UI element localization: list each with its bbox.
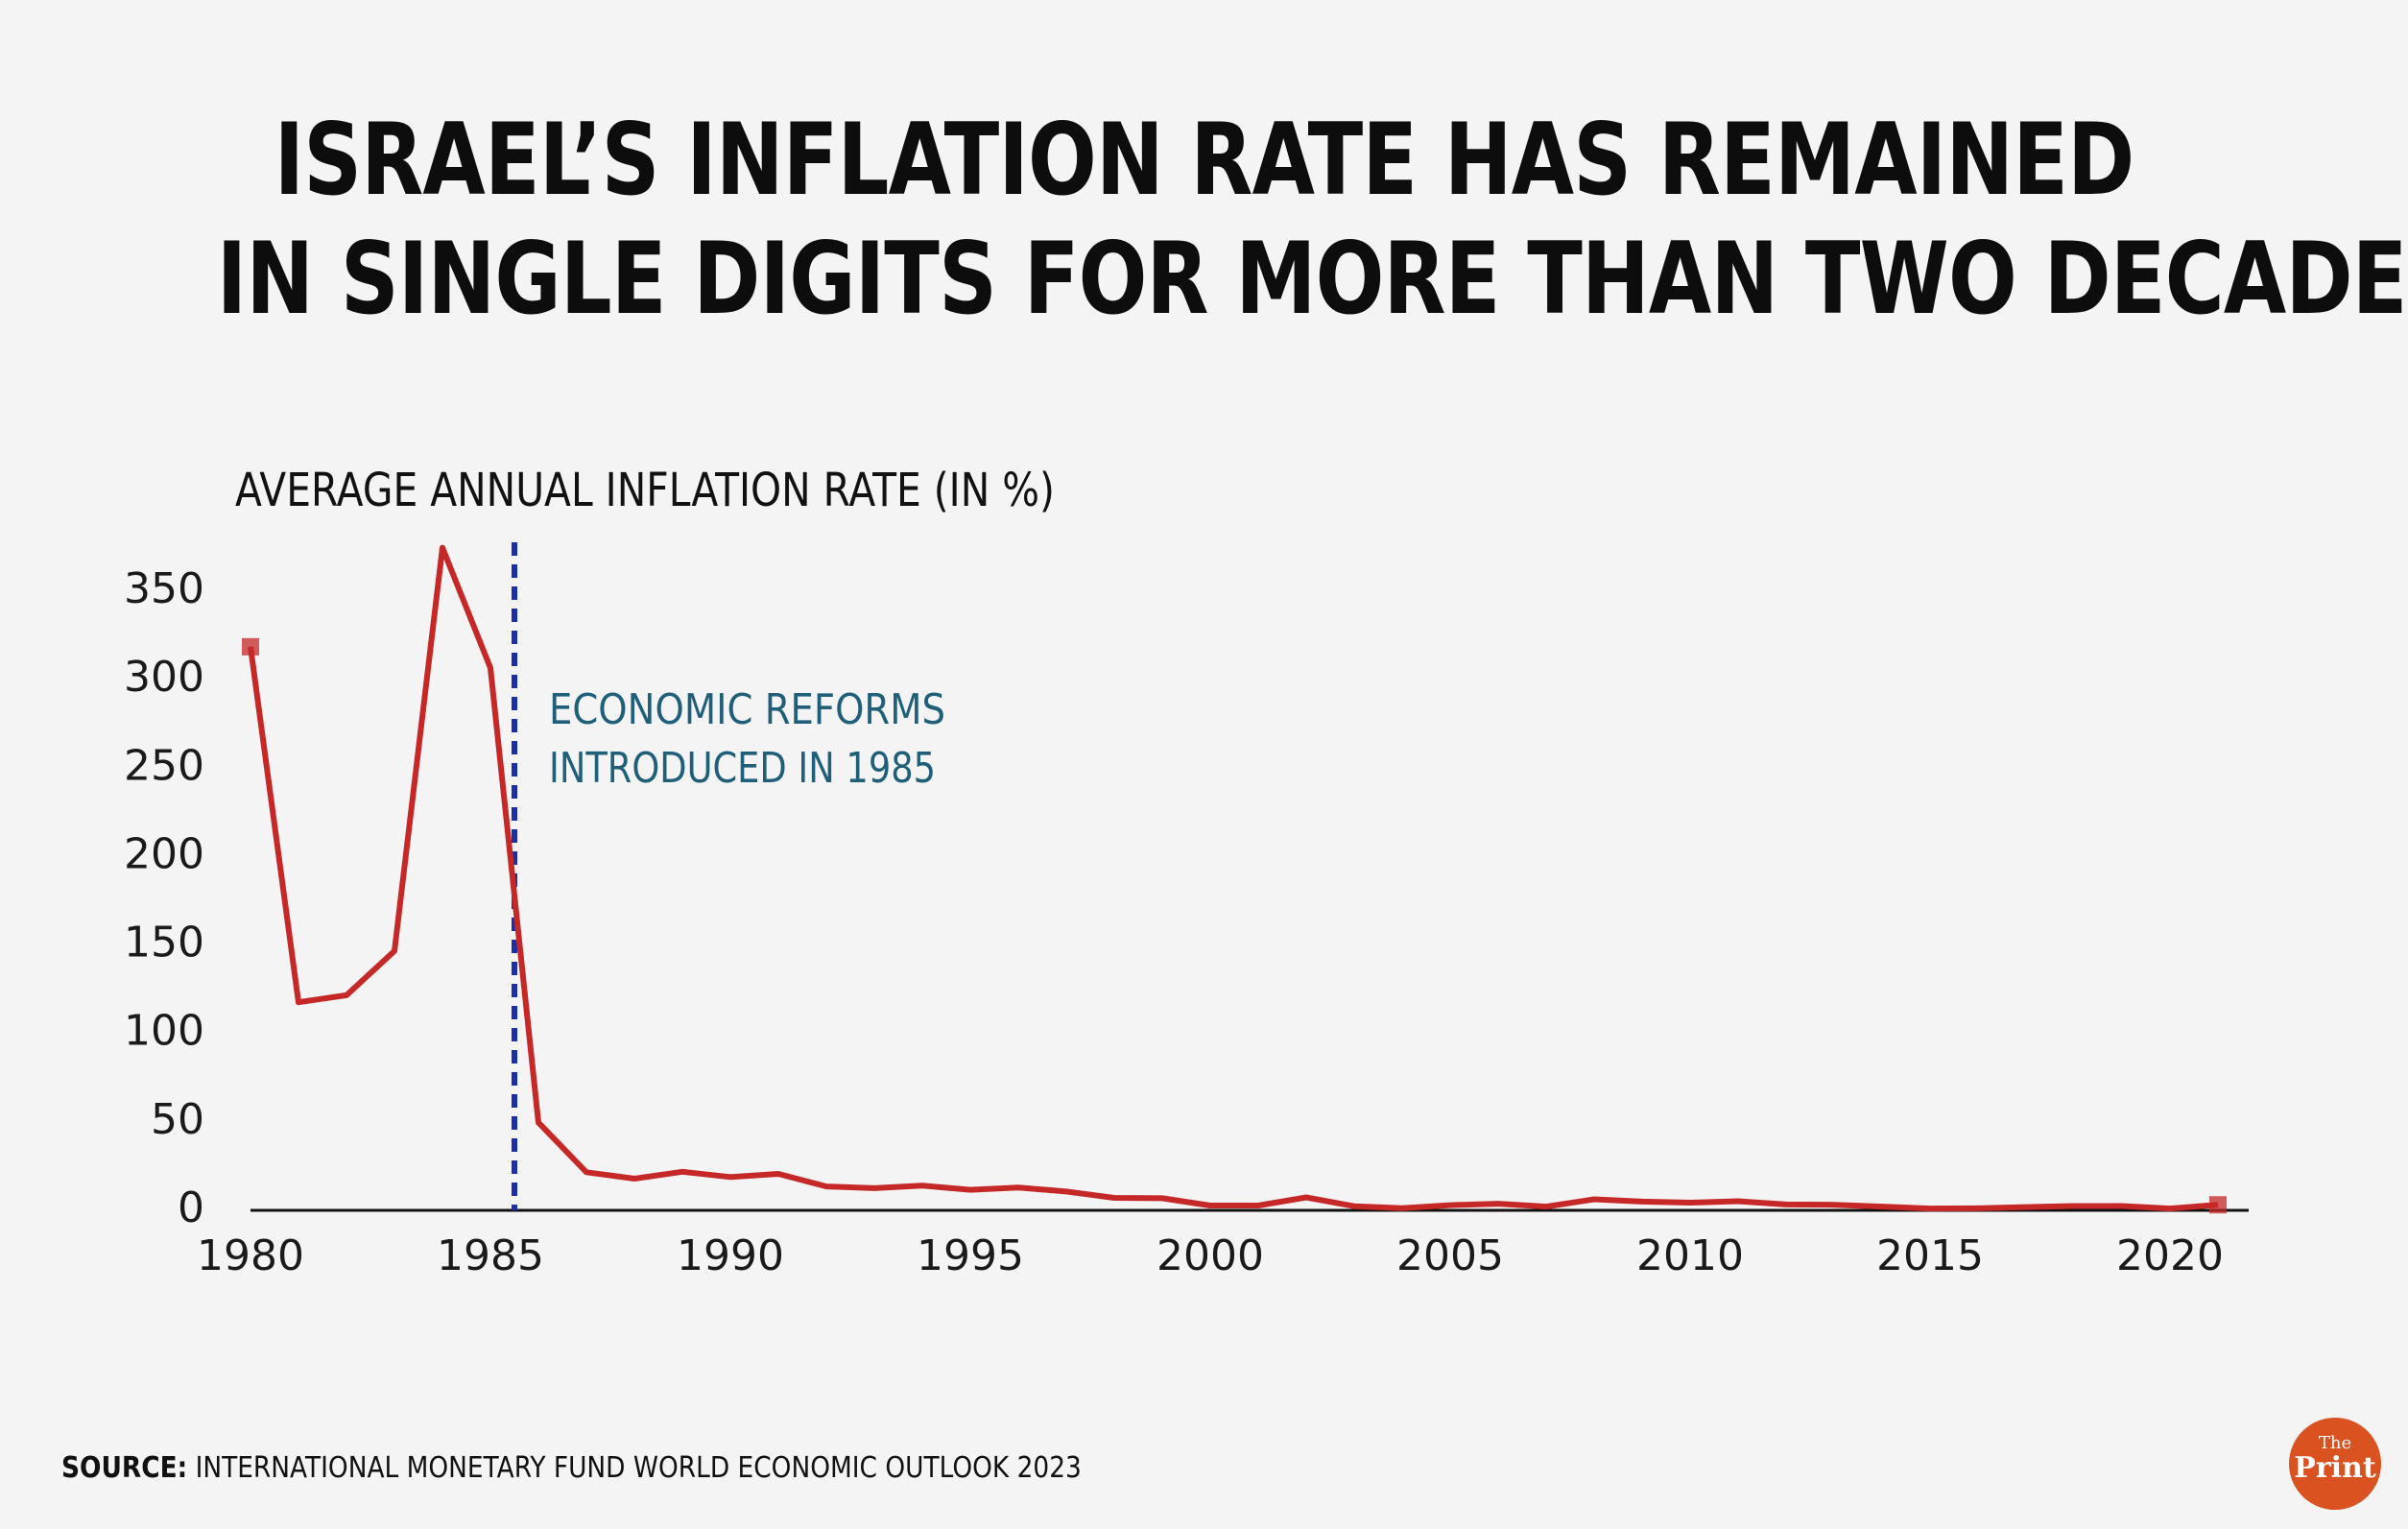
y-tick-label: 100 (124, 1007, 204, 1056)
y-tick-label: 300 (124, 653, 204, 702)
y-axis: 0 50 100 150 200 250 300 350 (124, 564, 204, 1232)
theprint-logo: The Print (2289, 1418, 2381, 1510)
source-note: SOURCE: INTERNATIONAL MONETARY FUND WORL… (61, 1451, 1082, 1485)
x-tick-label: 1995 (917, 1231, 1024, 1280)
x-tick-label: 2020 (2116, 1231, 2224, 1280)
title-line-1: ISRAEL’S INFLATION RATE HAS REMAINED (274, 103, 2135, 218)
data-points (248, 545, 2221, 1211)
y-tick-label: 200 (124, 829, 204, 878)
x-tick-label: 2000 (1156, 1231, 1264, 1280)
chart-subtitle: AVERAGE ANNUAL INFLATION RATE (IN %) (235, 464, 1055, 517)
x-tick-label: 1980 (197, 1231, 304, 1280)
logo-print: Print (2294, 1451, 2376, 1485)
source-prefix: SOURCE: (61, 1451, 188, 1485)
x-tick-label: 2015 (1876, 1231, 1984, 1280)
end-marker (2209, 1196, 2227, 1214)
title-line-2: IN SINGLE DIGITS FOR MORE THAN TWO DECAD… (216, 222, 2408, 337)
end-markers (242, 637, 2227, 1214)
reform-annotation: ECONOMIC REFORMS INTRODUCED IN 1985 (549, 685, 945, 793)
x-tick-label: 2005 (1396, 1231, 1504, 1280)
x-tick-label: 2010 (1636, 1231, 1744, 1280)
y-tick-label: 150 (124, 919, 204, 968)
end-marker (242, 637, 259, 656)
x-axis: 1980 1985 1990 1995 2000 2005 2010 2015 2020 (197, 1231, 2224, 1280)
inflation-series-line (248, 544, 2219, 1212)
source-text: INTERNATIONAL MONETARY FUND WORLD ECONOM… (187, 1451, 1082, 1485)
y-tick-label: 250 (124, 741, 204, 790)
x-tick-label: 1985 (437, 1231, 544, 1280)
y-tick-label: 50 (151, 1095, 204, 1144)
annotation-text-line: ECONOMIC REFORMS (549, 685, 945, 734)
annotation-text-line: INTRODUCED IN 1985 (549, 744, 936, 793)
x-tick-label: 1990 (677, 1231, 784, 1280)
logo-the: The (2318, 1433, 2352, 1453)
y-tick-label: 0 (178, 1183, 204, 1232)
chart-title: ISRAEL’S INFLATION RATE HAS REMAINED IN … (216, 101, 2408, 339)
y-tick-label: 350 (124, 564, 204, 613)
